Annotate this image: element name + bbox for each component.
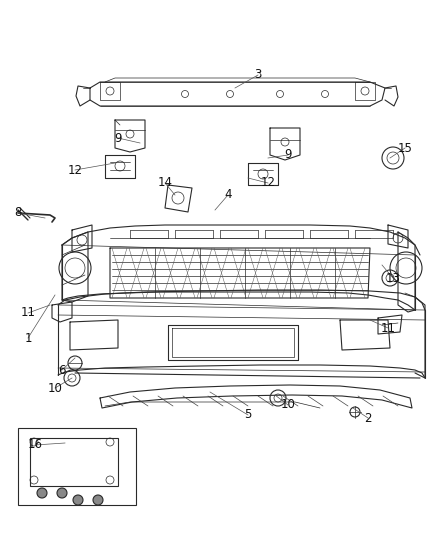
Text: 13: 13 [385,271,400,285]
Text: 14: 14 [158,176,173,190]
Text: 2: 2 [364,411,372,424]
Text: 12: 12 [261,176,276,190]
Text: 9: 9 [284,149,292,161]
Text: 4: 4 [224,189,232,201]
Circle shape [57,488,67,498]
Text: 12: 12 [67,164,82,176]
Text: 16: 16 [28,439,42,451]
Circle shape [93,495,103,505]
Circle shape [73,495,83,505]
Text: 10: 10 [281,399,296,411]
Text: 11: 11 [21,306,35,319]
Bar [30,438,118,486]
Bar [18,428,136,505]
Text: 3: 3 [254,69,261,82]
Text: 6: 6 [58,364,66,376]
Text: 15: 15 [398,141,413,155]
Circle shape [37,488,47,498]
Text: 10: 10 [48,382,63,394]
Text: 9: 9 [114,132,122,144]
Text: 11: 11 [381,321,396,335]
Text: 5: 5 [244,408,252,422]
Text: 8: 8 [14,206,22,220]
Text: 1: 1 [24,332,32,344]
